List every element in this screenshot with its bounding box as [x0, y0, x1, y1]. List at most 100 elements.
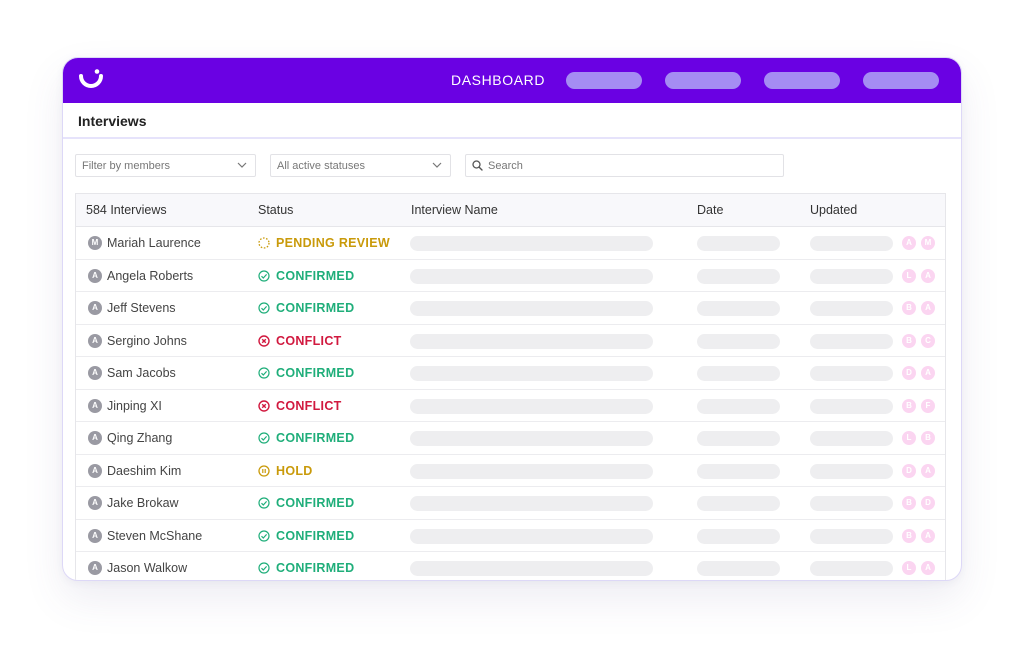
member-filter-label: Filter by members [82, 160, 171, 172]
member-name[interactable]: Sam Jacobs [107, 366, 176, 380]
table-row[interactable]: M Mariah Laurence PENDING REVIEW A M [76, 227, 945, 260]
check-circle-icon [258, 432, 276, 444]
updater-avatar: L [902, 268, 916, 283]
updater-avatar: A [921, 301, 935, 315]
member-name[interactable]: Sergino Johns [107, 333, 187, 348]
status-label: HOLD [276, 463, 313, 478]
filter-bar: Filter by members All active statuses Se… [63, 154, 961, 178]
member-avatar: A [88, 398, 102, 413]
status-label: CONFIRMED [276, 496, 355, 510]
header-date[interactable]: Date [697, 203, 724, 217]
status-label: CONFIRMED [276, 301, 355, 315]
chevron-down-icon [432, 162, 442, 168]
check-circle-icon [258, 497, 276, 509]
updater-avatar: B [902, 333, 916, 348]
table-row[interactable]: A Jeff Stevens CONFIRMED B A [76, 292, 945, 325]
member-name[interactable]: Angela Roberts [107, 268, 194, 283]
status-badge: PENDING REVIEW [258, 236, 390, 250]
updater-avatar: L [902, 431, 916, 445]
updated-placeholder [810, 236, 893, 251]
logo-icon[interactable] [78, 69, 104, 91]
table-row[interactable]: A Sergino Johns CONFLICT B C [76, 325, 945, 357]
interview-name-placeholder [410, 333, 653, 349]
status-badge: CONFIRMED [258, 431, 354, 445]
member-name[interactable]: Qing Zhang [107, 431, 173, 445]
updated-placeholder [810, 366, 893, 381]
table-row[interactable]: A Jinping XI CONFLICT B F [76, 390, 945, 422]
nav-title-dashboard[interactable]: DASHBOARD [451, 72, 546, 88]
updater-avatar: A [902, 236, 916, 250]
updated-placeholder [810, 301, 893, 316]
updater-avatar: B [902, 301, 916, 315]
updater-avatar: B [921, 431, 935, 445]
updated-placeholder [810, 268, 893, 284]
updater-avatar: A [921, 366, 935, 380]
member-name[interactable]: Steven McShane [107, 528, 203, 543]
header-status[interactable]: Status [258, 203, 294, 217]
table-row[interactable]: A Sam Jacobs CONFIRMED D A [76, 357, 945, 390]
member-avatar: A [88, 268, 102, 283]
header-updated[interactable]: Updated [810, 203, 858, 217]
interview-name-placeholder [410, 561, 653, 576]
date-placeholder [697, 236, 780, 251]
member-avatar: A [88, 366, 102, 380]
interview-name-placeholder [410, 268, 653, 284]
status-label: CONFIRMED [276, 528, 355, 543]
table-row[interactable]: A Steven McShane CONFIRMED B A [76, 520, 945, 552]
nav-item-placeholder-2[interactable] [665, 72, 741, 89]
status-badge: CONFIRMED [258, 496, 354, 510]
table-row[interactable]: A Jason Walkow CONFIRMED L A [76, 552, 945, 580]
status-filter-label: All active statuses [277, 160, 366, 172]
table-row[interactable]: A Jake Brokaw CONFIRMED B D [76, 487, 945, 520]
status-badge: CONFLICT [258, 399, 342, 413]
member-name[interactable]: Mariah Laurence [107, 236, 201, 250]
updater-avatar: M [921, 236, 935, 250]
date-placeholder [697, 561, 780, 576]
updated-placeholder [810, 333, 893, 349]
member-name[interactable]: Daeshim Kim [107, 463, 182, 478]
updater-avatar: A [921, 463, 935, 478]
updater-avatar: D [902, 366, 916, 380]
updater-avatar: B [902, 398, 916, 413]
status-badge: CONFIRMED [258, 269, 354, 283]
updated-placeholder [810, 398, 893, 414]
date-placeholder [697, 431, 780, 446]
search-placeholder: Search [488, 160, 523, 172]
member-name[interactable]: Jake Brokaw [107, 496, 179, 510]
table-row[interactable]: A Daeshim Kim HOLD D A [76, 455, 945, 487]
header-interview-count: 584 Interviews [86, 203, 167, 217]
date-placeholder [697, 366, 780, 381]
pause-circle-icon [258, 464, 276, 477]
member-filter-select[interactable]: Filter by members [75, 154, 256, 177]
status-badge: CONFLICT [258, 334, 342, 348]
check-circle-icon [258, 529, 276, 542]
header-interview-name[interactable]: Interview Name [411, 203, 498, 217]
updater-avatar: F [921, 398, 935, 413]
table-row[interactable]: A Qing Zhang CONFIRMED L B [76, 422, 945, 455]
status-label: CONFLICT [276, 333, 342, 348]
member-name[interactable]: Jason Walkow [107, 561, 188, 575]
interview-name-placeholder [410, 496, 653, 511]
table-row[interactable]: A Angela Roberts CONFIRMED L A [76, 260, 945, 292]
member-avatar: A [88, 463, 102, 478]
status-filter-select[interactable]: All active statuses [270, 154, 451, 177]
updated-placeholder [810, 528, 893, 544]
nav-item-placeholder-4[interactable] [863, 72, 939, 89]
member-name[interactable]: Jeff Stevens [107, 301, 176, 315]
date-placeholder [697, 496, 780, 511]
table-body: M Mariah Laurence PENDING REVIEW A M A Angela … [76, 227, 945, 580]
x-circle-icon [258, 334, 276, 347]
nav-item-placeholder-3[interactable] [764, 72, 840, 89]
nav-item-placeholder-1[interactable] [566, 72, 642, 89]
search-input[interactable]: Search [465, 154, 784, 177]
member-name[interactable]: Jinping XI [107, 398, 162, 413]
updater-avatar: D [921, 496, 935, 510]
page-title: Interviews [78, 113, 147, 129]
updater-avatar: B [902, 496, 916, 510]
chevron-down-icon [237, 162, 247, 168]
x-circle-icon [258, 399, 276, 412]
interview-name-placeholder [410, 301, 653, 316]
page-header: Interviews [63, 103, 961, 139]
status-label: PENDING REVIEW [276, 236, 390, 250]
date-placeholder [697, 528, 780, 544]
